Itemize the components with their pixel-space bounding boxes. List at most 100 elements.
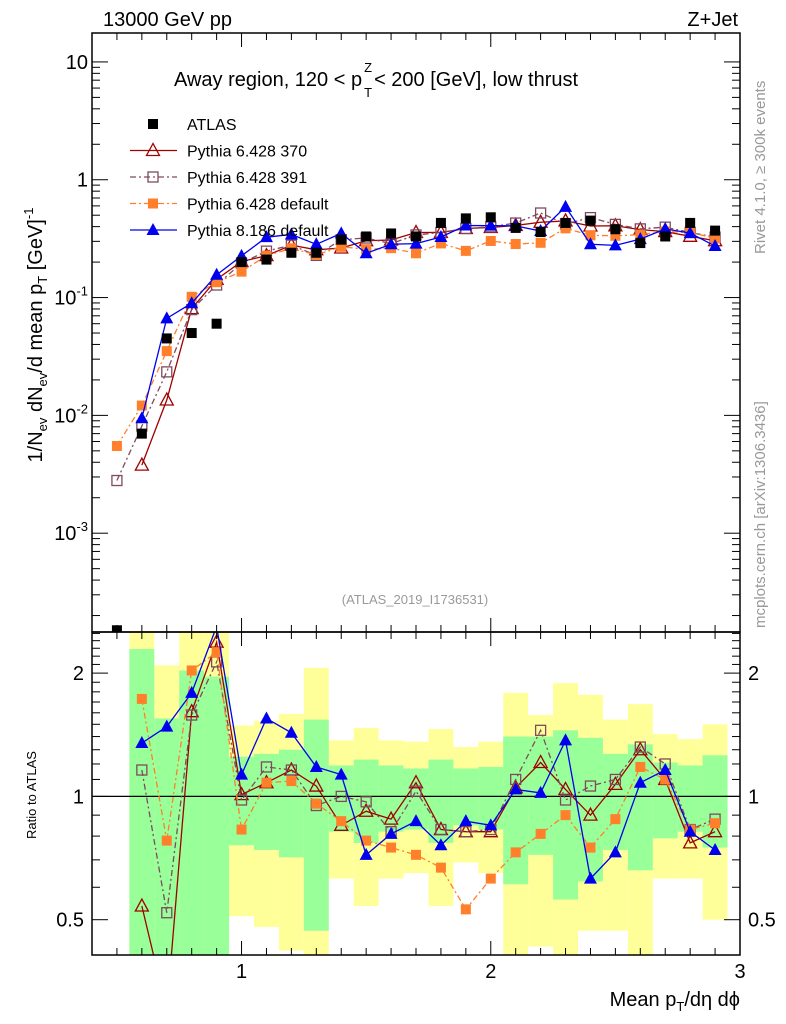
ratio-point [460,826,472,838]
inner-band-bin [378,765,404,832]
ratio-point [286,776,297,787]
ratio-point [135,736,149,749]
ratio-point [335,790,347,803]
legend-entry: Pythia 8.186 default [130,223,329,240]
legend-marker [145,142,161,157]
ratio-bands [129,632,728,955]
ratio-point [160,1004,173,1016]
legend-label: Pythia 6.428 default [187,197,329,214]
ratio-point [136,764,148,776]
ratio-point [235,794,248,806]
ratio-point [334,767,348,780]
inner-band-bin [179,670,205,955]
series-point [710,233,721,244]
inner-band-bin [578,737,603,882]
ratio-point [383,810,399,825]
title-part1: Away region, 120 < p [174,69,362,91]
ratio-point [459,814,473,827]
data-point [510,222,521,233]
data-point [435,217,446,228]
ratio-point [634,741,646,753]
series-point [608,238,622,251]
y-tick-label: 10-1 [54,284,88,310]
series-point [610,230,621,241]
ratio-point [434,838,448,851]
series-point [585,230,596,241]
ratio-point [660,774,671,785]
inner-band-bin [303,719,329,931]
data-point [635,238,646,249]
ylabel-p1: 1/N [25,431,47,462]
ratio-point [609,773,622,786]
y-tick-label: 10 [66,52,88,74]
y-tick-label: 10-2 [54,401,88,427]
legend-marker [146,223,160,235]
inner-band-bin [278,749,304,858]
ratio-point [160,719,174,732]
ratio-point [386,842,397,853]
ratio-point [186,665,197,676]
data-point [610,224,621,235]
y-axis-label: 1/Nev dNev/d mean pT [GeV]-1 [21,208,50,463]
series-point [411,248,421,259]
ratio-tick-label-right: 1 [748,786,759,808]
ratio-point [708,842,722,855]
title-sub: T [364,85,372,100]
inner-band-bin [702,755,728,848]
legend-entry: Pythia 6.428 370 [130,142,307,161]
series-point [460,245,471,256]
ratio-point [559,733,573,746]
ratio-point [534,785,548,798]
ratio-tick-label-left: 2 [73,663,84,685]
ratio-line [141,632,716,880]
series-point [284,227,298,240]
inner-band-bin [204,676,230,955]
ratio-point [608,845,622,858]
data-point [386,228,397,239]
ratio-point [633,775,647,788]
inner-band-bin [503,736,529,885]
data-point [336,234,347,245]
ratio-point [136,693,147,704]
series-point [359,246,373,259]
data-point [261,254,272,265]
ratio-point [235,767,249,780]
ratio-point [361,835,372,846]
data-point [286,247,297,258]
x-tick-label: 3 [734,961,745,983]
inner-band-bin [602,753,628,850]
data-point [186,328,197,339]
ratio-point [460,904,471,915]
plot-title: Away region, 120 < p Z T < 200 [GeV], lo… [174,60,579,100]
inner-band-bin [254,753,279,850]
series-point [535,237,546,248]
series-0-main [134,212,723,471]
ratio-line [141,639,716,955]
legend-label: Pythia 6.428 370 [187,144,307,161]
ratio-point [336,816,347,827]
series-point [510,239,521,250]
series-point [134,456,150,471]
ratio-point [485,873,496,884]
ratio-point [408,774,424,789]
ratio-point [682,834,698,849]
ratio-tick-label-right: 0.5 [748,910,776,932]
series-point [309,237,323,250]
data-point [311,247,322,258]
ratio-point [236,824,247,835]
ratio-point [510,847,521,858]
ratio-line [141,650,716,911]
ratio-point [409,814,423,827]
data-point [161,333,172,344]
ratio-point [707,823,723,838]
ratio-point [311,798,322,809]
data-point [710,225,721,236]
ratio-point [582,806,599,821]
data-point [136,428,147,439]
x-tick-label: 1 [236,961,247,983]
ratio-point [410,785,422,797]
series-point [409,236,423,249]
series-line [116,227,716,447]
main-plot-marks [111,199,723,632]
ratio-tick-label-left: 1 [73,786,84,808]
